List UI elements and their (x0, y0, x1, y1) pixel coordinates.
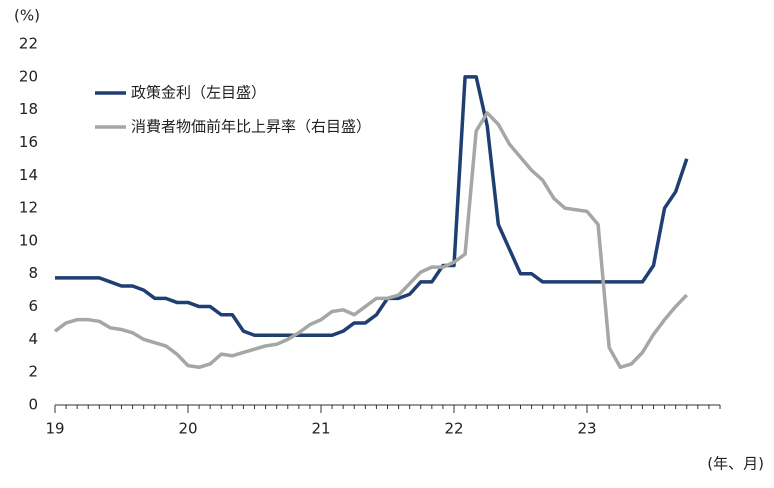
y-tick-label: 8 (28, 264, 38, 282)
x-tick-label: 23 (577, 420, 596, 438)
series-line (53, 111, 689, 370)
y-tick-label: 6 (28, 297, 38, 315)
x-tick-label: 22 (444, 420, 463, 438)
y-tick-label: 10 (19, 231, 38, 249)
y-tick-label: 20 (19, 67, 38, 85)
y-tick-label: 16 (19, 133, 38, 151)
x-tick-label: 20 (178, 420, 197, 438)
y-tick-label: 14 (19, 166, 38, 184)
series-line (55, 75, 689, 338)
y-tick-label: 18 (19, 100, 38, 118)
x-tick-label: 19 (45, 420, 64, 438)
y-tick-label: 12 (19, 199, 38, 217)
y-tick-label: 0 (28, 396, 38, 414)
y-tick-label: 2 (28, 363, 38, 381)
x-unit-label: (年、月) (707, 455, 764, 473)
y-tick-label: 4 (28, 330, 38, 348)
legend-label: 政策金利（左目盛） (131, 84, 266, 102)
x-tick-label: 21 (311, 420, 330, 438)
legend-label: 消費者物価前年比上昇率（右目盛） (131, 118, 371, 136)
y-unit-label: (%) (14, 7, 40, 25)
y-tick-label: 22 (19, 35, 38, 53)
